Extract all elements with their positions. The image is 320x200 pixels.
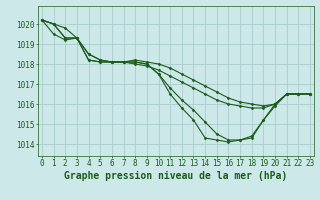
X-axis label: Graphe pression niveau de la mer (hPa): Graphe pression niveau de la mer (hPa) (64, 171, 288, 181)
